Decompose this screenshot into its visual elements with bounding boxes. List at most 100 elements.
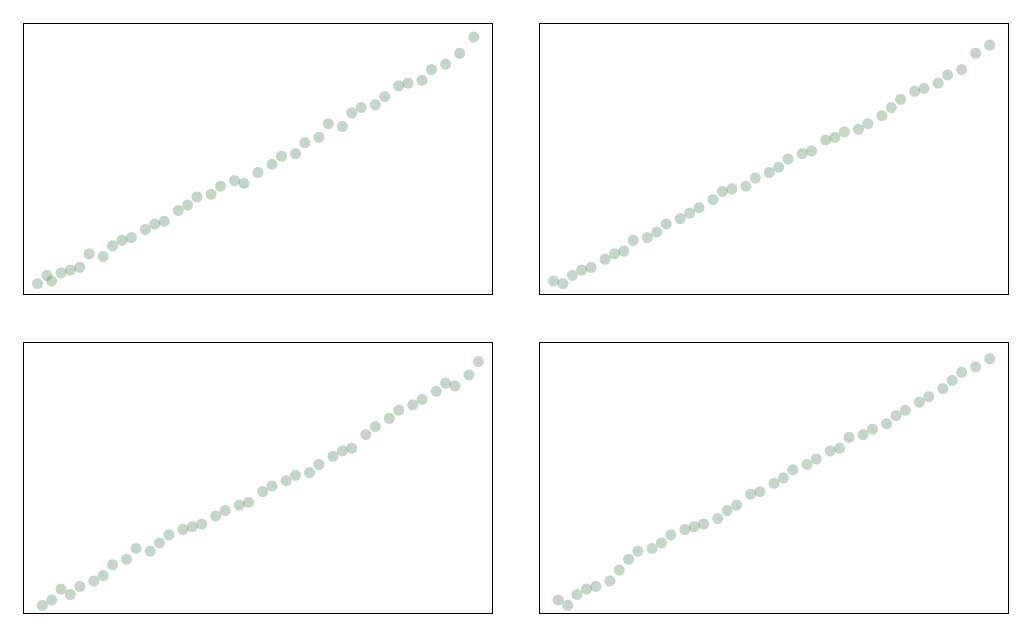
scatter-point xyxy=(266,480,278,492)
scatter-point xyxy=(430,385,442,397)
scatter-point xyxy=(233,499,245,511)
scatter-point xyxy=(182,199,194,211)
scatter-point xyxy=(46,275,58,287)
scatter-point xyxy=(36,599,48,611)
scatter-point xyxy=(214,180,226,192)
scatter-point xyxy=(322,118,334,130)
scatter-point xyxy=(107,559,119,571)
scatter-point xyxy=(97,570,109,582)
scatter-point xyxy=(552,594,564,606)
scatter-point xyxy=(806,145,818,157)
scatter-point xyxy=(754,486,766,498)
scatter-point xyxy=(801,458,813,470)
plot-frame xyxy=(23,342,493,614)
scatter-point xyxy=(472,355,484,367)
scatter-point xyxy=(674,213,686,225)
scatter-point xyxy=(74,580,86,592)
scatter-point xyxy=(956,64,968,76)
scatter-point xyxy=(177,523,189,535)
scatter-point xyxy=(885,102,897,114)
scatter-point xyxy=(796,148,808,160)
scatter-point xyxy=(881,418,893,430)
scatter-point xyxy=(576,264,588,276)
scatter-point xyxy=(937,383,949,395)
scatter-point xyxy=(196,518,208,530)
scatter-point xyxy=(609,248,621,260)
scatter-point xyxy=(890,410,902,422)
scatter-point xyxy=(782,153,794,165)
scatter-point xyxy=(172,204,184,216)
scatter-point xyxy=(64,264,76,276)
scatter-point xyxy=(252,167,264,179)
scatter-point xyxy=(838,126,850,138)
scatter-point xyxy=(393,404,405,416)
scatter-point xyxy=(707,194,719,206)
scatter-point xyxy=(604,575,616,587)
scatter-point xyxy=(665,529,677,541)
scatter-point xyxy=(810,453,822,465)
scatter-point xyxy=(139,223,151,235)
scatter-point xyxy=(913,396,925,408)
scatter-point xyxy=(627,234,639,246)
scatter-point xyxy=(360,429,372,441)
scatter-point xyxy=(984,39,996,51)
scatter-point xyxy=(154,537,166,549)
scatter-point xyxy=(599,253,611,265)
scatter-point xyxy=(984,353,996,365)
scatter-point xyxy=(229,175,241,187)
scatter-point xyxy=(83,248,95,260)
scatter-point xyxy=(712,513,724,525)
scatter-point xyxy=(116,234,128,246)
scatter-point xyxy=(55,583,67,595)
scatter-point xyxy=(698,518,710,530)
scatter-point xyxy=(899,404,911,416)
scatter-point xyxy=(426,64,438,76)
scatter-point xyxy=(369,99,381,111)
scatter-point xyxy=(745,488,757,500)
scatter-point xyxy=(562,599,574,611)
scatter-point xyxy=(149,218,161,230)
scatter-point xyxy=(585,261,597,273)
scatter-point xyxy=(219,505,231,517)
scatter-point xyxy=(440,377,452,389)
scatter-point xyxy=(820,134,832,146)
scatter-point xyxy=(862,118,874,130)
scatter-point xyxy=(970,47,982,59)
scatter-point xyxy=(749,172,761,184)
scatter-point xyxy=(416,74,428,86)
scatter-point xyxy=(942,69,954,81)
scatter-point xyxy=(557,278,569,290)
scatter-point xyxy=(923,391,935,403)
scatter-point xyxy=(290,148,302,160)
scatter-point xyxy=(857,429,869,441)
scatter-point xyxy=(970,361,982,373)
scatter-point xyxy=(449,380,461,392)
scatter-point xyxy=(407,399,419,411)
scatter-point xyxy=(144,545,156,557)
scatter-point xyxy=(548,275,560,287)
scatter-point xyxy=(327,450,339,462)
scatter-point xyxy=(468,31,480,43)
scatter-point xyxy=(866,423,878,435)
scatter-point xyxy=(463,369,475,381)
scatter-point xyxy=(121,553,133,565)
scatter-point xyxy=(566,270,578,282)
plot-frame xyxy=(539,23,1009,295)
scatter-point xyxy=(64,589,76,601)
scatter-point xyxy=(655,537,667,549)
scatter-point xyxy=(824,445,836,457)
scatter-point xyxy=(313,131,325,143)
scatter-point xyxy=(97,251,109,263)
scatter-point xyxy=(773,161,785,173)
scatter-point xyxy=(909,85,921,97)
scatter-point xyxy=(32,278,44,290)
scatter-point xyxy=(55,267,67,279)
scatter-point xyxy=(46,594,58,606)
scatter-point xyxy=(946,374,958,386)
scatter-point xyxy=(107,240,119,252)
scatter-point xyxy=(641,232,653,244)
scatter-point xyxy=(416,393,428,405)
scatter-point xyxy=(829,131,841,143)
scatter-point xyxy=(41,270,53,282)
